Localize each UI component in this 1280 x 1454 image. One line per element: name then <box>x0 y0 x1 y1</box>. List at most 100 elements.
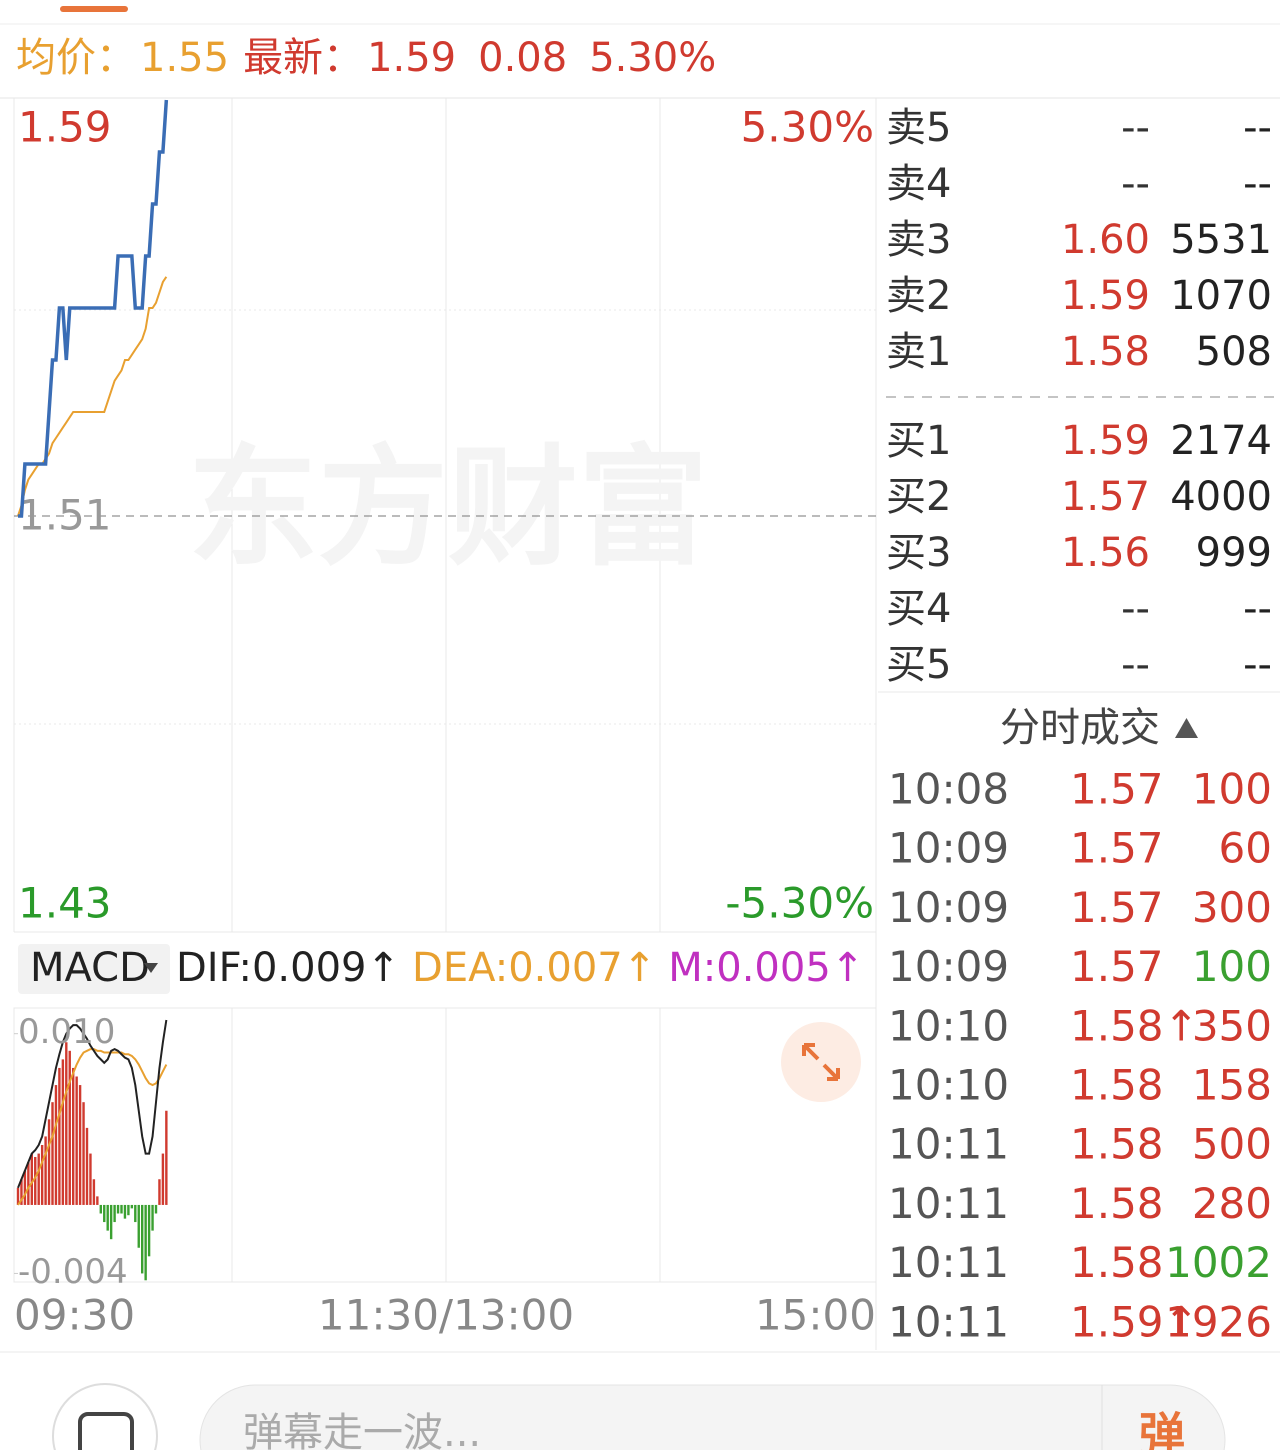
trade-price: 1.57 <box>1070 883 1164 932</box>
macd-bar <box>54 1085 58 1205</box>
trade-time: 10:11 <box>888 1297 1009 1346</box>
macd-bar <box>96 1196 99 1205</box>
book-price: 1.59 <box>1061 418 1150 464</box>
y-tick-label: 1.43 <box>18 879 112 928</box>
book-price: -- <box>1121 642 1150 688</box>
trade-time: 10:08 <box>888 765 1009 814</box>
macd-bar <box>16 1187 20 1205</box>
book-label: 买5 <box>886 642 951 688</box>
macd-bar <box>68 1050 71 1205</box>
trade-time: 10:11 <box>888 1238 1009 1287</box>
tab-indicator <box>60 6 128 12</box>
macd-bar <box>147 1204 151 1257</box>
dea-line <box>17 1048 168 1206</box>
macd-bar <box>85 1127 89 1205</box>
note-button[interactable] <box>52 1383 158 1454</box>
expand-button[interactable] <box>781 1022 861 1102</box>
macd-bar <box>116 1204 120 1214</box>
macd-bar <box>141 1204 144 1274</box>
change: 0.08 <box>478 35 567 81</box>
macd-bar <box>134 1204 137 1223</box>
trade-price: 1.57 <box>1070 765 1164 814</box>
macd-selector[interactable] <box>18 944 170 994</box>
book-volume: -- <box>1243 642 1272 688</box>
book-price: -- <box>1121 161 1150 207</box>
trade-price: 1.58↑ <box>1070 1001 1199 1050</box>
macd-bar <box>75 1076 78 1205</box>
macd-bar <box>72 1067 75 1205</box>
macd-bar <box>137 1204 140 1248</box>
macd-bar <box>106 1204 109 1231</box>
macd-bar <box>23 1170 27 1205</box>
trade-time: 10:11 <box>888 1179 1009 1228</box>
comment-placeholder: 弹幕走一波... <box>243 1410 481 1450</box>
book-label: 买3 <box>886 530 951 576</box>
macd-bar <box>99 1204 102 1214</box>
macd-bar <box>123 1204 127 1219</box>
book-label: 卖2 <box>886 273 951 319</box>
book-label: 买2 <box>886 474 951 520</box>
last-label: 最新： <box>243 35 363 81</box>
trade-time: 10:09 <box>888 942 1009 991</box>
macd-bar <box>34 1156 37 1205</box>
pct-label: -5.30% <box>725 879 874 928</box>
expand-icon <box>802 1043 840 1081</box>
book-volume: 4000 <box>1170 474 1272 520</box>
book-price: 1.60 <box>1061 217 1150 263</box>
macd-bar <box>65 1042 68 1205</box>
macd-bar <box>82 1102 85 1205</box>
book-label: 买1 <box>886 418 951 464</box>
x-tick-label: 11:30/13:00 <box>318 1291 574 1340</box>
book-volume: 2174 <box>1170 418 1272 464</box>
trade-price: 1.58 <box>1070 1238 1164 1287</box>
dea-label: DEA:0.007↑ <box>412 945 656 991</box>
x-tick-label: 09:30 <box>14 1291 135 1340</box>
avg-price: 1.55 <box>140 35 229 81</box>
avg-label: 均价： <box>16 35 136 81</box>
macd-bar <box>47 1119 51 1205</box>
macd-bar <box>92 1179 96 1205</box>
trades-title[interactable]: 分时成交 <box>1000 705 1160 751</box>
trade-price: 1.59↑ <box>1070 1297 1199 1346</box>
trade-volume: 300 <box>1192 883 1272 932</box>
book-price: -- <box>1121 586 1150 632</box>
comment-input[interactable] <box>199 1384 1226 1454</box>
macd-bar <box>58 1067 61 1205</box>
trade-volume: 60 <box>1219 824 1272 873</box>
trade-time: 10:11 <box>888 1120 1009 1169</box>
trade-price: 1.57 <box>1070 824 1164 873</box>
macd-bar <box>78 1085 82 1205</box>
macd-bar <box>161 1153 165 1205</box>
macd-bar <box>109 1204 113 1240</box>
book-label: 卖3 <box>886 217 951 263</box>
book-volume: -- <box>1243 161 1272 207</box>
trade-volume: 100 <box>1192 942 1272 991</box>
book-price: 1.56 <box>1061 530 1150 576</box>
danmaku-button[interactable]: 弹 <box>1139 1408 1185 1454</box>
trade-price: 1.58 <box>1070 1179 1164 1228</box>
price-line <box>18 99 169 518</box>
book-price: 1.59 <box>1061 273 1150 319</box>
avg-line <box>17 276 168 517</box>
dropdown-icon <box>144 963 158 973</box>
book-volume: -- <box>1243 105 1272 151</box>
y-tick-label: 1.59 <box>18 103 112 152</box>
watermark: 东方财富 <box>188 432 708 584</box>
chart-frame <box>0 98 1280 1353</box>
book-price: 1.57 <box>1061 474 1150 520</box>
macd-bar <box>113 1204 116 1223</box>
trade-time: 10:09 <box>888 883 1009 932</box>
macd-bar <box>127 1204 130 1216</box>
macd-bar <box>158 1179 161 1205</box>
macd-bar <box>130 1204 134 1209</box>
trade-price: 1.57 <box>1070 942 1164 991</box>
trade-volume: 158 <box>1192 1061 1272 1110</box>
note-icon <box>78 1412 134 1454</box>
trade-volume: 500 <box>1192 1120 1272 1169</box>
trade-volume: 100 <box>1192 765 1272 814</box>
macd-bar <box>37 1153 40 1205</box>
book-volume: 508 <box>1196 329 1272 375</box>
book-price: 1.58 <box>1061 329 1150 375</box>
